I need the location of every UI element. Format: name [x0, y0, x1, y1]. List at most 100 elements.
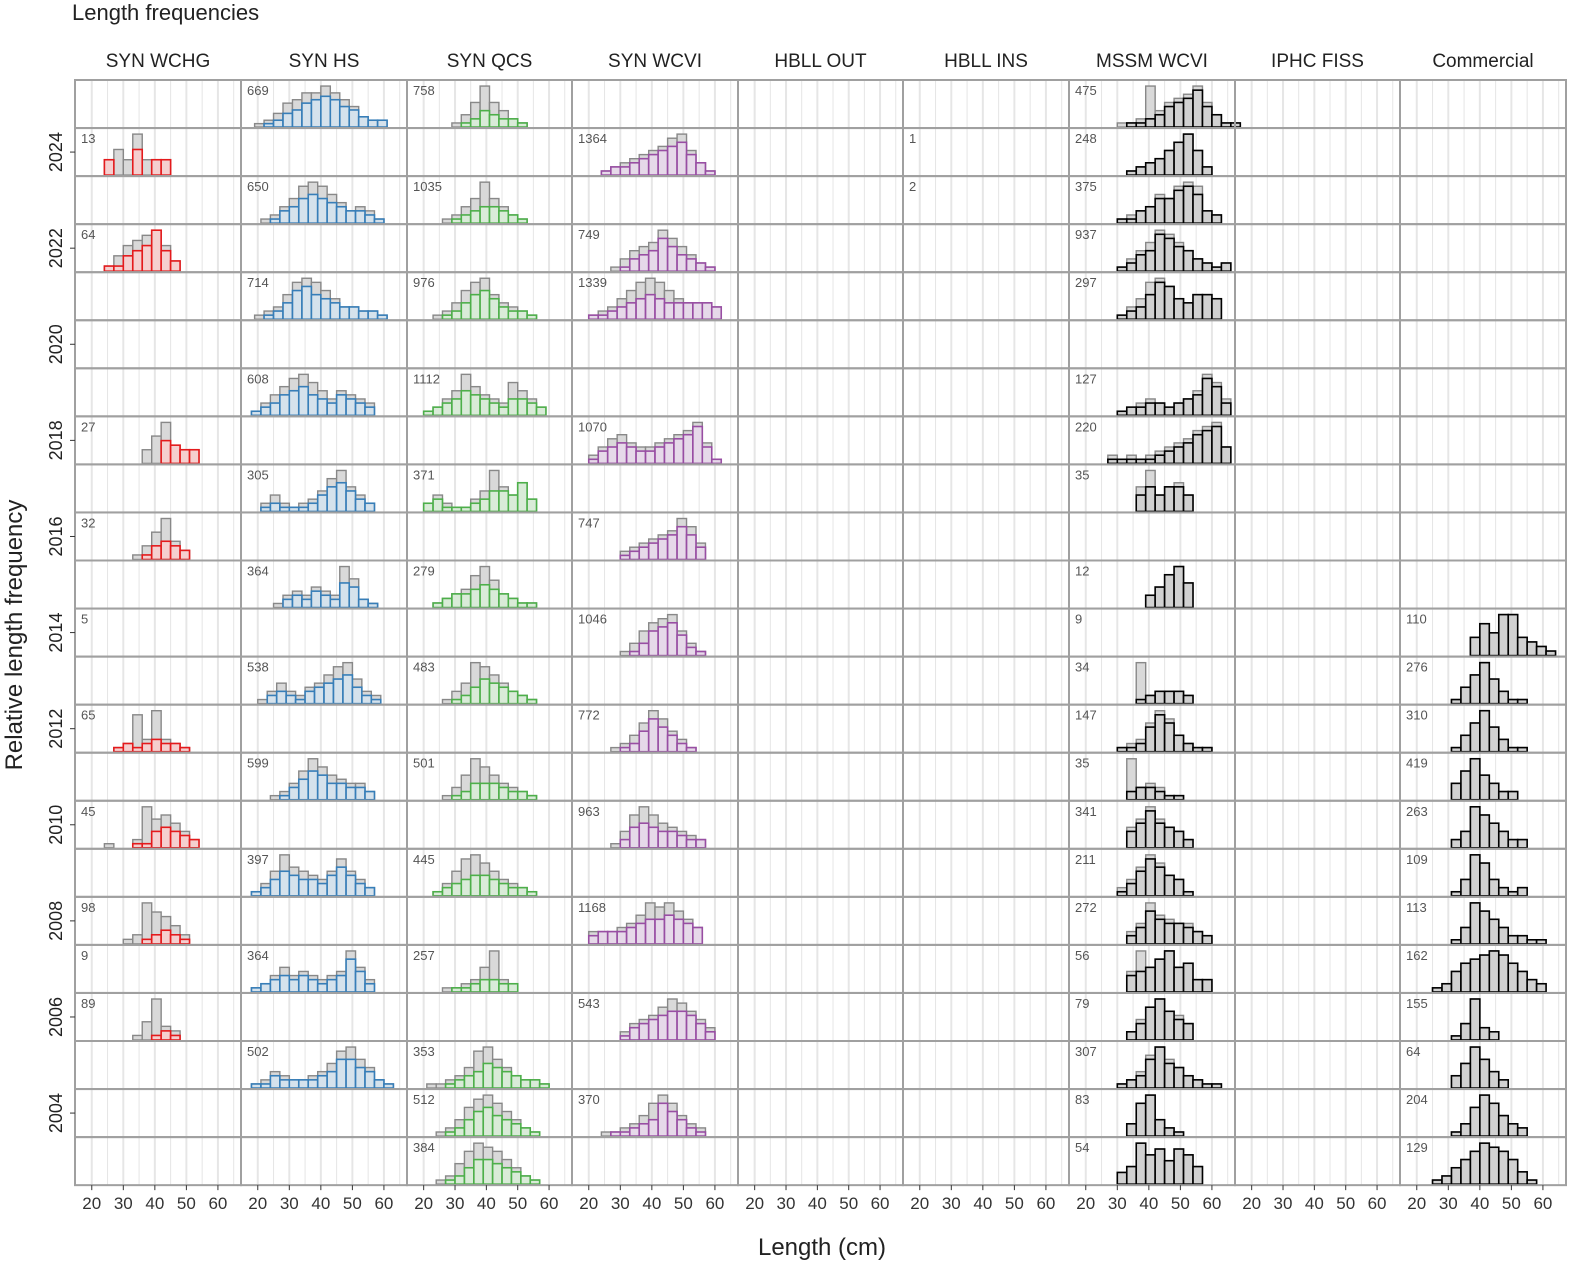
panel-border — [1399, 511, 1567, 562]
count-label: 512 — [413, 1092, 435, 1107]
bar-sexed — [1144, 1094, 1156, 1137]
year-label-2006: 2006 — [46, 997, 66, 1037]
bar-total — [619, 650, 631, 657]
bar-sexed — [1488, 1070, 1500, 1089]
bar-sexed — [1201, 934, 1213, 945]
bar-sexed — [1201, 166, 1213, 176]
bar-sexed — [488, 113, 500, 128]
bar-sexed — [160, 439, 172, 465]
bar-sexed — [1144, 1154, 1156, 1185]
panel-border — [737, 847, 904, 898]
count-label: 650 — [247, 179, 269, 194]
bar-sexed — [663, 442, 675, 465]
bar-sexed — [432, 498, 444, 513]
bar-sexed — [1173, 402, 1185, 417]
bar-sexed — [1526, 641, 1538, 657]
panel-border — [1234, 607, 1401, 658]
bar-sexed — [1460, 926, 1472, 945]
bar-sexed — [666, 245, 678, 273]
bar-sexed — [1479, 774, 1491, 801]
x-tick-label: 60 — [705, 1194, 724, 1213]
panel-border — [74, 943, 242, 994]
bar-sexed — [432, 406, 444, 417]
bar-sexed — [625, 446, 637, 465]
bar-sexed — [498, 306, 510, 321]
bar-sexed — [335, 481, 347, 513]
panel-border — [1234, 127, 1401, 178]
bar-sexed — [516, 886, 528, 897]
bar-sexed — [1173, 297, 1185, 321]
bar-sexed — [587, 314, 600, 321]
bar-sexed — [682, 302, 694, 321]
bar-sexed — [1182, 302, 1194, 321]
bar-sexed — [644, 918, 656, 945]
panel-border — [902, 703, 1070, 754]
bar-sexed — [354, 786, 366, 801]
bar-sexed — [1450, 890, 1462, 897]
panel-border — [902, 367, 1070, 418]
bar-sexed — [316, 1074, 328, 1089]
count-label: 297 — [1075, 275, 1097, 290]
bar-sexed — [1163, 573, 1175, 609]
panel-border — [74, 559, 242, 610]
bar-sexed — [272, 119, 284, 128]
bar-sexed — [279, 506, 291, 513]
bar-sexed — [1460, 1022, 1472, 1041]
panel-border — [571, 463, 739, 514]
x-tick-label: 50 — [1502, 1194, 1521, 1213]
bar-sexed — [638, 730, 650, 753]
bar-sexed — [644, 450, 656, 465]
bar-sexed — [1154, 918, 1166, 945]
bar-sexed — [1163, 237, 1175, 272]
panel-border — [240, 799, 408, 850]
x-tick-label: 40 — [973, 1194, 992, 1213]
panel-commercial-2014: 110 — [1406, 612, 1557, 657]
bar-sexed — [451, 310, 463, 321]
panel-border — [737, 607, 904, 658]
panel-mssm-wcvi-2022: 937 — [1075, 227, 1232, 273]
bar-sexed — [1220, 446, 1232, 465]
bar-sexed — [685, 153, 697, 176]
count-label: 35 — [1075, 467, 1089, 482]
bar-sexed — [316, 197, 328, 224]
bar-sexed — [1535, 938, 1547, 945]
bar-sexed — [460, 694, 472, 705]
panel-border — [1234, 1136, 1401, 1187]
x-tick-label: 20 — [745, 1194, 764, 1213]
bar-sexed — [526, 498, 538, 513]
bar-sexed — [345, 874, 357, 897]
panel-border — [902, 463, 1070, 514]
bar-sexed — [606, 446, 618, 465]
bar-sexed — [647, 826, 659, 849]
bar-total — [260, 218, 272, 224]
bar-sexed — [479, 498, 491, 513]
panel-syn-qcs-2013: 483 — [413, 660, 538, 705]
bar-sexed — [1488, 878, 1500, 897]
bar-sexed — [294, 698, 306, 705]
strip-label-syn-hs: SYN HS — [289, 51, 360, 72]
bar-sexed — [685, 838, 697, 849]
bar-sexed — [1163, 149, 1175, 176]
panel-syn-wchg-2012: 65 — [81, 708, 191, 753]
bar-sexed — [160, 540, 172, 561]
bar-sexed — [354, 882, 366, 897]
bar-sexed — [473, 1158, 485, 1185]
bar-sexed — [616, 306, 628, 321]
bar-sexed — [316, 398, 328, 417]
bar-sexed — [150, 933, 162, 945]
bar-sexed — [597, 450, 609, 465]
bar-sexed — [685, 1127, 697, 1137]
bar-sexed — [310, 98, 322, 128]
bar-sexed — [169, 260, 181, 273]
bar-sexed — [335, 205, 347, 224]
bar-sexed — [638, 546, 650, 561]
bar-sexed — [279, 210, 291, 224]
panel-syn-wcvi-2006: 543 — [578, 996, 716, 1041]
bar-total — [610, 746, 622, 753]
count-label: 419 — [1406, 756, 1428, 771]
x-tick-label: 60 — [540, 1194, 559, 1213]
bar-sexed — [647, 542, 659, 561]
bar-sexed — [1431, 987, 1443, 993]
bar-sexed — [1163, 826, 1175, 849]
bar-sexed — [460, 593, 472, 609]
